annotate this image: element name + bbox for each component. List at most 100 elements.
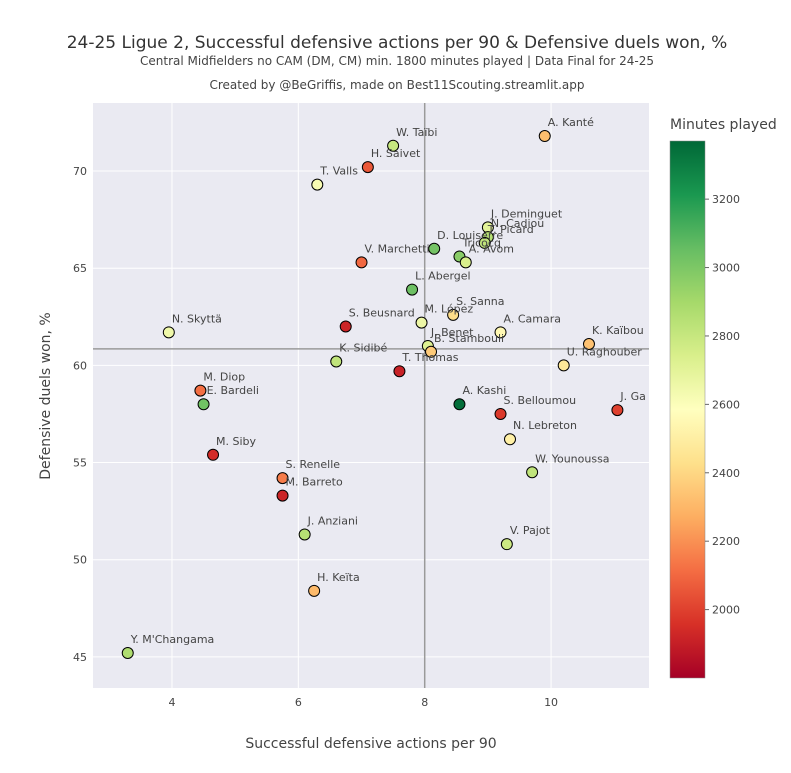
colorbar-tick-label: 2600 bbox=[712, 398, 740, 411]
data-point bbox=[194, 384, 207, 397]
point-label: N. Lebreton bbox=[513, 419, 577, 432]
x-tick-label: 10 bbox=[544, 696, 558, 709]
data-point bbox=[494, 407, 507, 420]
point-label: V. Marchetti bbox=[365, 242, 430, 255]
y-axis-ticks: 45 50 55 60 65 70 bbox=[73, 165, 87, 664]
data-point bbox=[557, 359, 570, 372]
colorbar-ticks: 2000 2200 2400 2600 2800 3000 3200 bbox=[705, 193, 740, 617]
point-label: U. Raghouber bbox=[567, 345, 643, 358]
point-label: M. López bbox=[425, 303, 474, 316]
colorbar-tick-label: 2000 bbox=[712, 604, 740, 617]
point-label: K. Kaïbou bbox=[592, 324, 644, 337]
chart-credit: Created by @BeGriffis, made on Best11Sco… bbox=[209, 78, 584, 92]
point-label: A. Camara bbox=[504, 312, 561, 325]
data-point bbox=[162, 326, 175, 339]
colorbar bbox=[669, 140, 706, 679]
data-point bbox=[425, 345, 438, 358]
y-tick-label: 70 bbox=[73, 165, 87, 178]
point-label: T. Thomas bbox=[401, 351, 458, 364]
data-point bbox=[311, 178, 324, 191]
point-label: T. Valls bbox=[319, 165, 358, 178]
x-tick-label: 6 bbox=[295, 696, 302, 709]
x-tick-label: 4 bbox=[168, 696, 175, 709]
point-label: S. Beusnard bbox=[349, 307, 415, 320]
point-label: J. Benet bbox=[430, 326, 474, 339]
colorbar-tick-label: 3000 bbox=[712, 262, 740, 275]
data-point bbox=[582, 337, 595, 350]
data-point bbox=[459, 256, 472, 269]
point-label: S. Sanna bbox=[456, 295, 504, 308]
data-point bbox=[478, 236, 491, 249]
y-tick-label: 55 bbox=[73, 457, 87, 470]
x-axis-ticks: 4 6 8 10 bbox=[168, 696, 558, 709]
data-point bbox=[361, 161, 374, 174]
point-label: T. Picard bbox=[487, 223, 534, 236]
data-point bbox=[355, 256, 368, 269]
data-point bbox=[393, 365, 406, 378]
point-label: B. Stambouli bbox=[434, 332, 504, 345]
data-point bbox=[447, 308, 460, 321]
point-label: K. Sidibé bbox=[339, 341, 387, 354]
data-point bbox=[504, 433, 516, 446]
data-point bbox=[415, 316, 428, 329]
point-label: W. Younoussa bbox=[535, 452, 609, 465]
point-label: W. Taïbi bbox=[396, 126, 437, 139]
point-label: M. Barreto bbox=[286, 476, 343, 489]
data-point bbox=[526, 466, 539, 479]
chart-subtitle: Central Midfielders no CAM (DM, CM) min.… bbox=[140, 54, 654, 68]
data-point bbox=[207, 448, 220, 461]
colorbar-tick-label: 2800 bbox=[712, 330, 740, 343]
point-label: L. Abergel bbox=[415, 270, 471, 283]
colorbar-tick-label: 3200 bbox=[712, 193, 740, 206]
colorbar-title: Minutes played bbox=[670, 117, 777, 133]
point-label: H. Saivet bbox=[371, 147, 421, 160]
point-label: J. Ga bbox=[619, 390, 646, 403]
point-label: M. Siby bbox=[216, 435, 257, 448]
point-label: J. Anziani bbox=[307, 514, 358, 527]
point-label: Tricocq bbox=[461, 237, 501, 250]
data-point bbox=[339, 320, 352, 333]
y-axis-title: Defensive duels won, % bbox=[38, 312, 54, 479]
plot-area bbox=[93, 103, 649, 688]
point-label: S. Belloumou bbox=[504, 394, 577, 407]
point-label: J. Deminguet bbox=[490, 207, 563, 220]
point-label: D. Louiserre bbox=[437, 229, 503, 242]
data-point bbox=[453, 398, 466, 411]
data-point bbox=[611, 404, 624, 417]
data-point bbox=[276, 472, 289, 485]
chart-title: 24-25 Ligue 2, Successful defensive acti… bbox=[67, 33, 728, 53]
data-point bbox=[121, 647, 134, 660]
data-point bbox=[298, 528, 311, 541]
y-tick-label: 65 bbox=[73, 262, 87, 275]
data-point bbox=[197, 398, 210, 411]
data-point bbox=[330, 355, 343, 368]
data-point bbox=[387, 139, 400, 152]
point-label: S. Renelle bbox=[286, 458, 341, 471]
data-point bbox=[494, 326, 507, 339]
data-point bbox=[500, 538, 513, 551]
y-tick-label: 45 bbox=[73, 651, 87, 664]
point-label: A. Kanté bbox=[548, 116, 594, 129]
point-label: N. Cadiou bbox=[491, 217, 544, 230]
point-label: E. Bardeli bbox=[207, 384, 259, 397]
point-label: V. Pajot bbox=[510, 524, 551, 537]
point-label: M. Diop bbox=[203, 371, 245, 384]
point-label: A. Avom bbox=[469, 242, 514, 255]
point-label: H. Keïta bbox=[317, 571, 360, 584]
colorbar-tick-label: 2400 bbox=[712, 467, 740, 480]
colorbar-tick-label: 2200 bbox=[712, 535, 740, 548]
data-point bbox=[538, 130, 551, 143]
point-label: Y. M'Changama bbox=[130, 633, 215, 646]
data-point bbox=[276, 489, 289, 502]
y-tick-label: 60 bbox=[73, 359, 87, 372]
y-tick-label: 50 bbox=[73, 554, 87, 567]
data-point bbox=[406, 283, 419, 296]
data-point bbox=[308, 584, 321, 597]
x-tick-label: 8 bbox=[421, 696, 428, 709]
data-points bbox=[121, 130, 624, 660]
data-point bbox=[428, 242, 441, 255]
x-axis-title: Successful defensive actions per 90 bbox=[245, 736, 496, 752]
point-label: N. Skyttä bbox=[172, 312, 222, 325]
point-label: A. Kashi bbox=[462, 384, 506, 397]
